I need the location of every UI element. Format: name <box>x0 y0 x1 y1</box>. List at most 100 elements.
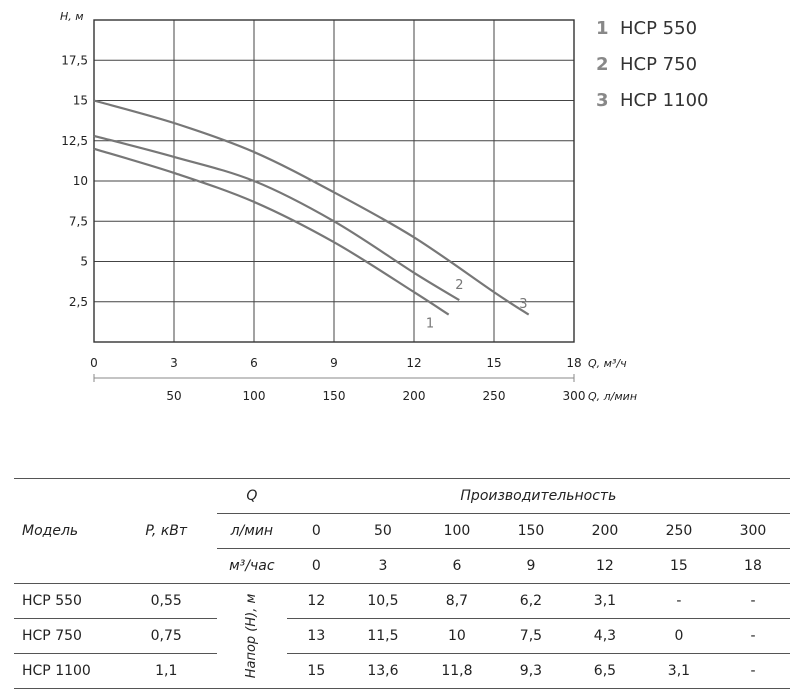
table-cell: 300 <box>739 523 767 539</box>
table-row: HCP 750 0,75 13 11,5 10 7,5 4,3 0 - <box>14 619 790 654</box>
series-end-label: 2 <box>455 278 463 293</box>
table-cell: 0 <box>674 628 684 644</box>
x2-tick-label: 250 <box>483 389 506 403</box>
power-cell: 1,1 <box>155 663 178 679</box>
table-cell: 3 <box>378 558 388 574</box>
table-cell: 6,5 <box>593 663 617 679</box>
y-tick-label: 17,5 <box>61 53 88 67</box>
table-row: HCP 1100 1,1 15 13,6 11,8 9,3 6,5 3,1 - <box>14 654 790 689</box>
spec-table: Модель P, кВт Q Производительность л/мин… <box>14 478 790 689</box>
table-header-row: л/мин 0 50 100 150 200 250 300 <box>14 514 790 549</box>
series-end-label: 1 <box>426 317 434 332</box>
y-tick-label: 7,5 <box>69 214 88 228</box>
table-cell: 15 <box>670 558 688 574</box>
table-cell: 3,1 <box>593 593 617 609</box>
table-cell: - <box>676 593 682 609</box>
table-cell: 8,7 <box>445 593 469 609</box>
head-label-cell: Напор (H), м <box>217 584 287 689</box>
y-tick-label: 12,5 <box>61 134 88 148</box>
table-header-row: Модель P, кВт Q Производительность <box>14 478 790 539</box>
chart-series <box>93 99 530 316</box>
header-q: Q <box>246 488 258 504</box>
x-tick-label: 12 <box>406 356 421 370</box>
table-cell: 6,2 <box>519 593 543 609</box>
table-cell: 15 <box>307 663 326 679</box>
x-tick-label: 18 <box>566 356 581 370</box>
table-cell: - <box>750 663 756 679</box>
table-cell: 13,6 <box>367 663 399 679</box>
x2-tick-label: 150 <box>323 389 346 403</box>
y-axis-label: H, м <box>60 10 84 23</box>
x-tick-label: 15 <box>486 356 501 370</box>
legend-number: 3 <box>596 89 609 111</box>
table-cell: 10 <box>448 628 466 644</box>
x-tick-label: 6 <box>250 356 258 370</box>
x-tick-label: 9 <box>330 356 338 370</box>
table-cell: 12 <box>596 558 614 574</box>
table-cell: 11,5 <box>367 628 399 644</box>
series-line-2 <box>93 134 460 302</box>
y-tick-label: 15 <box>73 94 88 108</box>
header-model: Модель <box>22 523 79 539</box>
chart-grid <box>94 20 574 342</box>
y-tick-label: 5 <box>80 255 88 269</box>
table-header-row: м³/час 0 3 6 9 12 15 18 <box>14 549 790 584</box>
table-cell: 9,3 <box>519 663 543 679</box>
head-label: Напор (H), м <box>243 593 259 679</box>
table-cell: 13 <box>307 628 326 644</box>
header-power: P, кВт <box>145 523 188 539</box>
table-cell: 50 <box>374 523 392 539</box>
legend-item: 3 HCP 1100 <box>596 82 709 118</box>
model-cell: HCP 750 <box>22 628 82 644</box>
series-line-1 <box>93 147 450 316</box>
model-cell: HCP 1100 <box>22 663 91 679</box>
legend-item: 2 HCP 750 <box>596 46 709 82</box>
power-cell: 0,55 <box>150 593 182 609</box>
table-cell: 0 <box>311 523 321 539</box>
legend-label: HCP 750 <box>620 53 698 75</box>
table-cell: 11,8 <box>441 663 473 679</box>
header-lmin: л/мин <box>230 523 274 539</box>
series-end-label: 3 <box>519 297 527 312</box>
header-performance: Производительность <box>460 488 617 504</box>
table-cell: 250 <box>665 523 693 539</box>
table-cell: - <box>750 628 756 644</box>
legend-number: 1 <box>596 17 609 39</box>
series-line-3 <box>93 99 530 316</box>
table-cell: 150 <box>517 523 545 539</box>
table-cell: 100 <box>443 523 471 539</box>
legend-label: HCP 1100 <box>620 89 709 111</box>
x-tick-label: 0 <box>90 356 98 370</box>
table-row: HCP 550 0,55 Напор (H), м 12 10,5 8,7 6,… <box>14 584 790 678</box>
table-cell: 7,5 <box>519 628 543 644</box>
table-cell: 4,3 <box>593 628 617 644</box>
table-cell: - <box>750 593 756 609</box>
y-tick-label: 2,5 <box>69 295 88 309</box>
header-m3: м³/час <box>229 558 275 574</box>
chart-axes <box>93 19 575 382</box>
x-axis-label: Q, м³/ч <box>588 357 627 370</box>
model-cell: HCP 550 <box>22 593 82 609</box>
chart-legend: 1 HCP 550 2 HCP 750 3 HCP 1100 <box>596 10 709 118</box>
table-cell: 3,1 <box>667 663 691 679</box>
x2-tick-label: 300 <box>563 389 586 403</box>
x2-tick-label: 200 <box>403 389 426 403</box>
table-cell: 0 <box>311 558 321 574</box>
table-cell: 12 <box>307 593 326 609</box>
x2-tick-label: 100 <box>243 389 266 403</box>
table-cell: 6 <box>452 558 462 574</box>
table-cell: 200 <box>591 523 619 539</box>
table-cell: 18 <box>744 558 762 574</box>
legend-item: 1 HCP 550 <box>596 10 709 46</box>
x-tick-label: 3 <box>170 356 178 370</box>
x2-axis-label: Q, л/мин <box>588 390 637 403</box>
plot-frame <box>93 19 575 343</box>
y-tick-label: 10 <box>73 174 88 188</box>
legend-label: HCP 550 <box>620 17 698 39</box>
table-cell: 10,5 <box>367 593 399 609</box>
legend-number: 2 <box>596 53 609 75</box>
x2-tick-label: 50 <box>166 389 181 403</box>
table-cell: 9 <box>526 558 536 574</box>
